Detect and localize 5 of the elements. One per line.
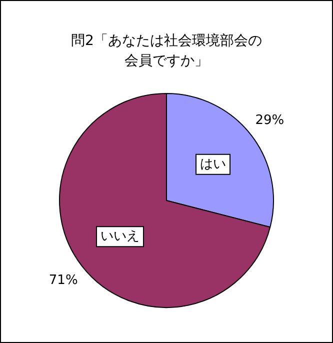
slice-label: はい (200, 156, 226, 172)
slice-label: いいえ (100, 228, 140, 244)
chart-title: 問2「あなたは社会環境部会の会員ですか」 (70, 32, 263, 71)
data-label: 71% (48, 272, 78, 288)
data-label: 29% (255, 112, 284, 128)
